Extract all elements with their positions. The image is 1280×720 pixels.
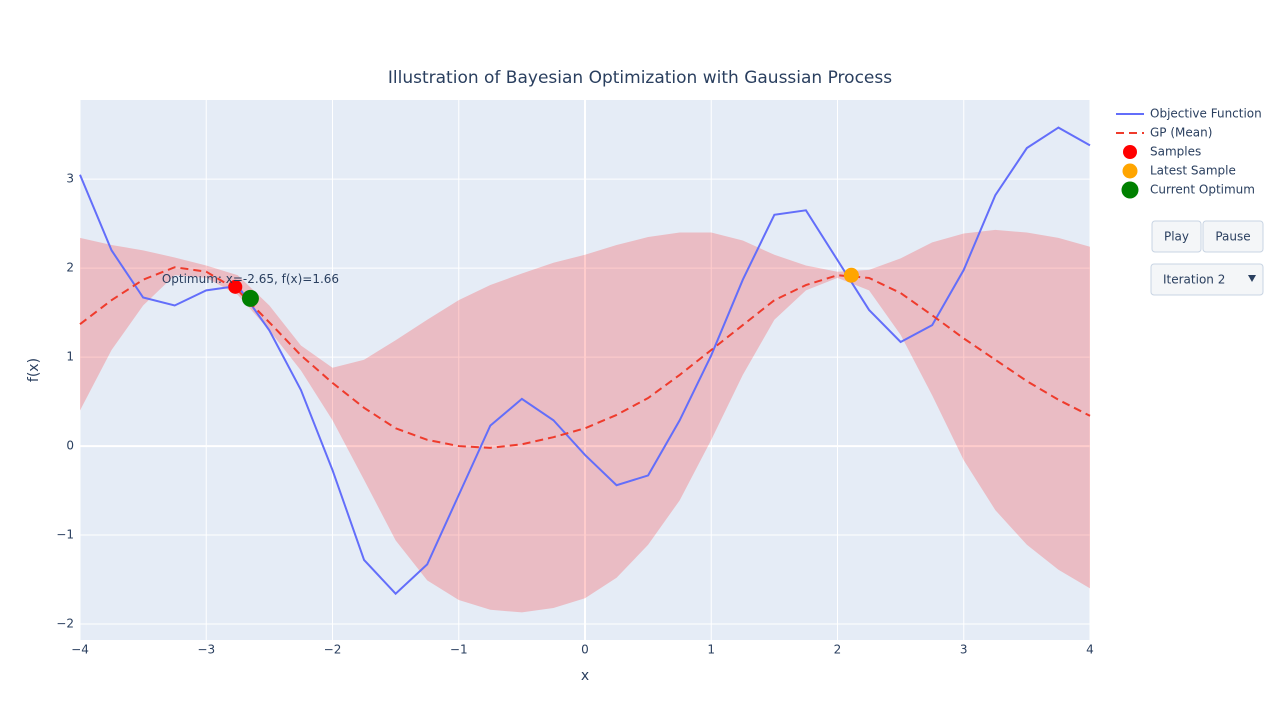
sample-point — [843, 267, 859, 283]
legend-swatch — [1123, 145, 1137, 159]
button-label[interactable]: Play — [1164, 230, 1189, 244]
x-tick-label: 2 — [834, 643, 842, 657]
x-tick-label: 4 — [1086, 643, 1094, 657]
y-axis-title: f(x) — [26, 358, 42, 382]
y-tick-label: −1 — [56, 528, 74, 542]
x-tick-label: −2 — [324, 643, 342, 657]
legend-label: Current Optimum — [1150, 183, 1255, 197]
x-tick-label: 3 — [960, 643, 968, 657]
dropdown-box[interactable] — [1150, 263, 1264, 296]
legend-swatch — [1122, 163, 1138, 179]
x-axis-title: x — [581, 668, 589, 684]
sample-point — [241, 289, 259, 307]
x-tick-label: 1 — [707, 643, 715, 657]
y-tick-label: 2 — [66, 261, 74, 275]
y-tick-label: 1 — [66, 350, 74, 364]
legend-label: GP (Mean) — [1150, 126, 1212, 140]
annotation: Optimum: x=-2.65, f(x)=1.66 — [162, 272, 339, 286]
button-box[interactable] — [1202, 220, 1264, 253]
x-tick-label: 0 — [581, 643, 589, 657]
x-tick-label: −1 — [450, 643, 468, 657]
y-tick-label: 3 — [66, 172, 74, 186]
legend-swatch — [1121, 181, 1139, 199]
sample-point — [228, 279, 243, 294]
confidence-band — [80, 229, 1090, 613]
pause-button[interactable]: Pause — [1202, 220, 1264, 253]
dropdown-arrow[interactable] — [1248, 275, 1256, 282]
legend-label: Objective Function — [1150, 107, 1262, 121]
button-label[interactable]: Pause — [1215, 230, 1250, 244]
iteration-dropdown[interactable]: Iteration 2 — [1150, 263, 1264, 296]
dropdown-label[interactable]: Iteration 2 — [1163, 273, 1225, 287]
y-tick-label: 0 — [66, 439, 74, 453]
play-button[interactable]: Play — [1151, 220, 1202, 253]
legend-label: Samples — [1150, 145, 1201, 159]
x-tick-label: −4 — [71, 643, 89, 657]
button-box[interactable] — [1151, 220, 1202, 253]
x-tick-label: −3 — [197, 643, 215, 657]
chart-title: Illustration of Bayesian Optimization wi… — [388, 68, 892, 88]
legend-label: Latest Sample — [1150, 164, 1236, 178]
y-tick-label: −2 — [56, 616, 74, 630]
